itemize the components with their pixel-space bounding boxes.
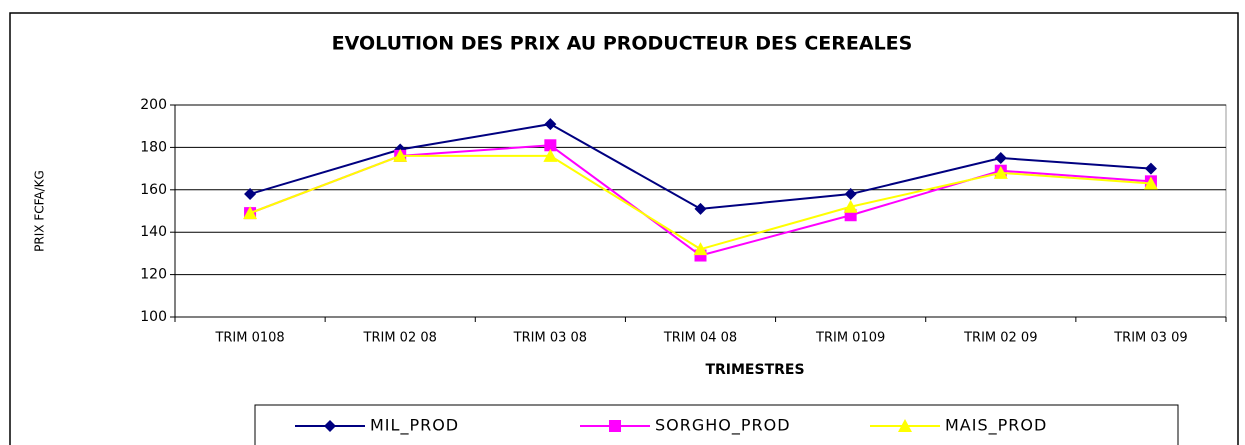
marker [1144, 162, 1157, 175]
y-axis-label: PRIX FCFA/KG [33, 170, 47, 252]
y-tick-label: 160 [140, 182, 167, 198]
x-tick-label: TRIM 02 09 [963, 331, 1037, 346]
marker [544, 118, 557, 131]
x-tick-label: TRIM 0108 [214, 331, 284, 346]
legend-label: SORGHO_PROD [655, 416, 791, 436]
legend-label: MAIS_PROD [945, 416, 1047, 436]
legend-label: MIL_PROD [370, 416, 459, 436]
marker [843, 199, 858, 213]
y-tick-label: 200 [140, 97, 167, 113]
marker [393, 148, 408, 162]
marker [243, 206, 258, 220]
x-tick-label: TRIM 0109 [815, 331, 885, 346]
y-tick-label: 120 [140, 267, 167, 283]
marker [993, 165, 1008, 179]
x-tick-label: TRIM 03 08 [513, 331, 587, 346]
x-tick-label: TRIM 03 09 [1113, 331, 1187, 346]
legend-box [254, 404, 1179, 445]
y-tick-label: 140 [140, 224, 167, 240]
marker [694, 202, 707, 215]
marker [844, 188, 857, 201]
chart-title: EVOLUTION DES PRIX AU PRODUCTEUR DES CER… [332, 33, 913, 55]
y-tick-label: 180 [140, 139, 167, 155]
legend-marker [324, 420, 336, 432]
y-tick-label: 100 [140, 309, 167, 325]
x-tick-label: TRIM 02 08 [363, 331, 437, 346]
marker [244, 188, 257, 201]
x-tick-label: TRIM 04 08 [663, 331, 737, 346]
legend-marker [609, 420, 621, 432]
marker [543, 148, 558, 162]
x-axis-label: TRIMESTRES [705, 362, 804, 378]
legend-marker [898, 419, 912, 432]
marker [994, 152, 1007, 164]
marker [1143, 176, 1158, 190]
marker [544, 139, 557, 152]
marker [693, 242, 708, 256]
